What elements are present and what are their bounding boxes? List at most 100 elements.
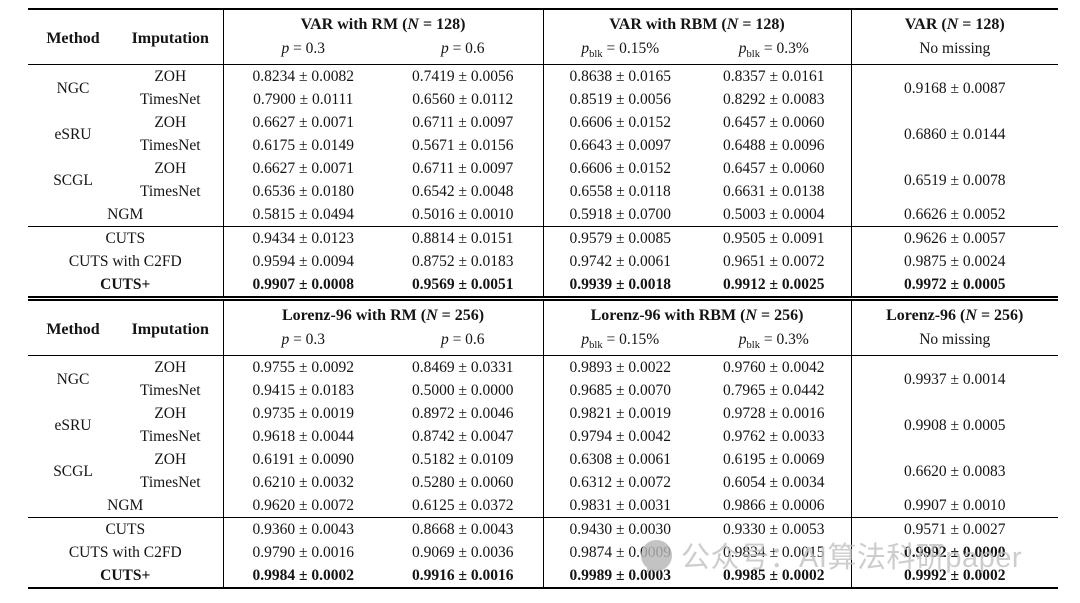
group-n-symbol: N bbox=[426, 307, 438, 324]
metric-cell: 0.8234 ± 0.0082 bbox=[222, 64, 383, 88]
metric-cell: 0.9594 ± 0.0094 bbox=[222, 250, 383, 273]
metric-cell: 0.6536 ± 0.0180 bbox=[222, 180, 383, 203]
metric-cell-no-missing: 0.9875 ± 0.0024 bbox=[850, 250, 1059, 273]
metric-cell: 0.9330 ± 0.0053 bbox=[723, 521, 825, 538]
group-n-value: = 128) bbox=[738, 16, 785, 33]
imputation-label: ZOH bbox=[154, 359, 187, 376]
metric-cell: 0.9831 ± 0.0031 bbox=[542, 494, 698, 518]
group-header: Lorenz-96 with RM (N = 256) bbox=[222, 300, 544, 328]
metric-cell-no-missing: 0.9992 ± 0.0002 bbox=[850, 564, 1059, 588]
subcol-header: pblk = 0.15% bbox=[542, 328, 698, 356]
subcol-header-no-missing: No missing bbox=[850, 328, 1059, 356]
metric-cell: 0.9620 ± 0.0072 bbox=[222, 494, 383, 518]
table-row: eSRU ZOH 0.6627 ± 0.0071 0.6711 ± 0.0097 0.6… bbox=[28, 111, 1059, 157]
metric-cell: 0.9430 ± 0.0030 bbox=[542, 517, 698, 541]
p-value: = 0.6 bbox=[448, 331, 485, 348]
imputation-label: TimesNet bbox=[139, 474, 201, 491]
metric-cell-no-missing: 0.9571 ± 0.0027 bbox=[850, 517, 1059, 541]
col-header-imputation: Imputation bbox=[131, 29, 209, 47]
group-paren-open: ( bbox=[937, 16, 947, 33]
metric-cell: 0.9360 ± 0.0043 bbox=[222, 517, 383, 541]
metric-cell: 0.8668 ± 0.0043 bbox=[412, 521, 514, 538]
metric-cell: 0.6606 ± 0.0152 bbox=[542, 157, 698, 180]
imputation-label: ZOH bbox=[154, 68, 187, 85]
table-row: NGC ZOH 0.8234 ± 0.0082 0.7419 ± 0.0056 0.86… bbox=[28, 64, 1059, 111]
metric-cell: 0.6488 ± 0.0096 bbox=[723, 137, 825, 154]
metric-cell: 0.9742 ± 0.0061 bbox=[542, 250, 698, 273]
metric-cell: 0.5003 ± 0.0004 bbox=[723, 206, 825, 223]
p-value: = 0.3% bbox=[759, 331, 809, 348]
metric-cell: 0.8357 ± 0.0161 bbox=[723, 68, 825, 85]
metric-cell: 0.8469 ± 0.0331 bbox=[412, 359, 514, 376]
metric-cell: 0.9651 ± 0.0072 bbox=[723, 253, 825, 270]
group-paren-open: ( bbox=[717, 16, 727, 33]
cuts-methods-section: CUTS 0.9360 ± 0.0043 0.8668 ± 0.0043 0.9430… bbox=[28, 517, 1059, 588]
cuts-methods-section: CUTS 0.9434 ± 0.0123 0.8814 ± 0.0151 0.9579… bbox=[28, 226, 1059, 297]
table-row: TimesNet 0.6536 ± 0.0180 0.6542 ± 0.0048 0.… bbox=[28, 180, 1058, 203]
subcol-header: pblk = 0.3% bbox=[697, 328, 851, 356]
metric-cell: 0.6312 ± 0.0072 bbox=[542, 471, 698, 494]
var-results-table: Method Imputation VAR with RM (N = 128) VAR… bbox=[28, 8, 1059, 298]
metric-cell: 0.6054 ± 0.0034 bbox=[723, 474, 825, 491]
subcol-header-no-missing: No missing bbox=[850, 37, 1059, 65]
group-n-symbol: N bbox=[745, 307, 757, 324]
metric-cell: 0.6457 ± 0.0060 bbox=[723, 114, 825, 131]
metric-cell: 0.6627 ± 0.0071 bbox=[222, 157, 383, 180]
group-n-value: = 256) bbox=[437, 307, 485, 324]
metric-cell: 0.7965 ± 0.0442 bbox=[723, 382, 825, 399]
metric-cell: 0.9434 ± 0.0123 bbox=[222, 226, 383, 250]
table-row: TimesNet 0.9618 ± 0.0044 0.8742 ± 0.0047 0.… bbox=[28, 425, 1058, 448]
subcol-header: p = 0.3 bbox=[222, 328, 383, 356]
metric-cell: 0.6643 ± 0.0097 bbox=[542, 134, 698, 157]
metric-cell: 0.9790 ± 0.0016 bbox=[222, 541, 383, 564]
group-title: Lorenz-96 with RM bbox=[281, 307, 417, 324]
group-title: Lorenz-96 bbox=[886, 307, 957, 324]
metric-cell: 0.5815 ± 0.0494 bbox=[222, 203, 383, 227]
metric-cell: 0.9985 ± 0.0002 bbox=[723, 567, 825, 584]
metric-cell-no-missing: 0.9908 ± 0.0005 bbox=[850, 402, 1059, 448]
method-label: eSRU bbox=[54, 416, 92, 434]
metric-cell: 0.9834 ± 0.0015 bbox=[723, 544, 825, 561]
metric-cell: 0.9505 ± 0.0091 bbox=[723, 230, 825, 247]
method-label: CUTS bbox=[105, 230, 146, 247]
group-title: VAR bbox=[904, 16, 938, 33]
col-header-imputation: Imputation bbox=[131, 320, 209, 338]
method-label: SCGL bbox=[53, 462, 93, 480]
p-value: = 0.3 bbox=[289, 40, 326, 57]
imputation-label: TimesNet bbox=[139, 183, 201, 200]
metric-cell-no-missing: 0.6860 ± 0.0144 bbox=[850, 111, 1059, 157]
metric-cell: 0.5182 ± 0.0109 bbox=[412, 451, 514, 468]
table-row: TimesNet 0.9415 ± 0.0183 0.5000 ± 0.0000 0.… bbox=[28, 379, 1058, 402]
group-paren-open: ( bbox=[736, 307, 746, 324]
subcol-header: pblk = 0.15% bbox=[542, 37, 698, 65]
p-symbol: p bbox=[281, 331, 290, 348]
imputation-label: ZOH bbox=[154, 405, 187, 422]
table-row: CUTS 0.9360 ± 0.0043 0.8668 ± 0.0043 0.9430… bbox=[28, 517, 1059, 541]
metric-cell: 0.5016 ± 0.0010 bbox=[412, 206, 514, 223]
method-label: NGM bbox=[107, 497, 144, 514]
group-n-symbol: N bbox=[965, 307, 977, 324]
method-label: CUTS with C2FD bbox=[68, 253, 182, 270]
imputation-label: TimesNet bbox=[139, 428, 201, 445]
metric-cell: 0.9762 ± 0.0033 bbox=[723, 428, 825, 445]
metric-cell: 0.8814 ± 0.0151 bbox=[412, 230, 514, 247]
p-subscript: blk bbox=[589, 49, 603, 61]
method-label: CUTS bbox=[105, 521, 146, 538]
metric-cell-no-missing: 0.6519 ± 0.0078 bbox=[850, 157, 1059, 203]
p-symbol: p bbox=[581, 331, 590, 348]
group-header: Lorenz-96 (N = 256) bbox=[850, 300, 1059, 328]
metric-cell: 0.6711 ± 0.0097 bbox=[412, 160, 514, 177]
metric-cell: 0.5671 ± 0.0156 bbox=[412, 137, 514, 154]
metric-cell: 0.9866 ± 0.0006 bbox=[723, 497, 825, 514]
group-header: VAR (N = 128) bbox=[850, 9, 1059, 37]
p-value: = 0.15% bbox=[602, 40, 660, 57]
metric-cell: 0.9907 ± 0.0008 bbox=[222, 273, 383, 297]
method-label: SCGL bbox=[53, 171, 93, 189]
group-n-value: = 128) bbox=[418, 16, 466, 33]
group-paren-open: ( bbox=[416, 307, 427, 324]
group-n-symbol: N bbox=[946, 16, 959, 33]
group-paren-open: ( bbox=[956, 307, 966, 324]
group-n-value: = 256) bbox=[976, 307, 1024, 324]
group-title: VAR with RBM bbox=[609, 16, 718, 33]
p-subscript: blk bbox=[746, 340, 760, 352]
